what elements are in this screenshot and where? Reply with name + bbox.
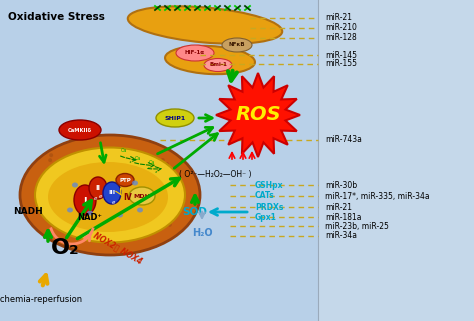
Ellipse shape <box>116 173 134 187</box>
Text: e: e <box>93 196 97 202</box>
Text: NADH: NADH <box>13 207 43 216</box>
Text: PTP: PTP <box>119 178 131 183</box>
Text: II: II <box>95 185 100 191</box>
Text: GSHpx: GSHpx <box>255 180 283 189</box>
Ellipse shape <box>53 163 57 167</box>
Ellipse shape <box>176 180 180 184</box>
Text: miR-155: miR-155 <box>325 59 357 68</box>
Text: H₂O: H₂O <box>191 228 212 238</box>
Ellipse shape <box>176 45 214 61</box>
Text: miR-21: miR-21 <box>325 203 352 212</box>
Ellipse shape <box>165 162 169 166</box>
Text: Ischemia-reperfusion: Ischemia-reperfusion <box>0 296 82 305</box>
Text: III: III <box>109 190 116 195</box>
Ellipse shape <box>48 162 168 232</box>
Bar <box>318 0 474 321</box>
Text: SHIP1: SHIP1 <box>164 116 186 120</box>
Text: SOD: SOD <box>182 207 208 217</box>
Text: miR-30b: miR-30b <box>325 180 357 189</box>
Text: e: e <box>98 194 102 198</box>
Ellipse shape <box>137 207 143 213</box>
Text: Ca: Ca <box>149 160 155 164</box>
Text: miR-210: miR-210 <box>325 23 357 32</box>
Text: PRDXs: PRDXs <box>255 203 283 212</box>
Ellipse shape <box>165 46 255 74</box>
Ellipse shape <box>204 58 232 72</box>
Text: Ca: Ca <box>135 155 141 160</box>
Text: IV: IV <box>124 194 132 203</box>
Text: O₂: O₂ <box>51 238 79 258</box>
Ellipse shape <box>49 215 53 219</box>
Ellipse shape <box>168 223 172 227</box>
Text: NAD⁺: NAD⁺ <box>78 213 102 222</box>
Text: e: e <box>111 199 115 204</box>
Ellipse shape <box>48 158 52 162</box>
Text: Oxidative Stress: Oxidative Stress <box>8 12 105 22</box>
Ellipse shape <box>132 180 138 186</box>
Text: miR-23b, miR-25: miR-23b, miR-25 <box>325 221 389 230</box>
Ellipse shape <box>45 176 49 180</box>
Text: Gpx1: Gpx1 <box>255 213 277 222</box>
Text: MDH: MDH <box>134 194 150 198</box>
Ellipse shape <box>72 183 78 187</box>
Ellipse shape <box>35 148 185 242</box>
Ellipse shape <box>103 182 121 204</box>
Ellipse shape <box>129 187 155 205</box>
Text: miR-181a: miR-181a <box>325 213 362 221</box>
Ellipse shape <box>59 120 101 140</box>
Ellipse shape <box>156 109 194 127</box>
Text: Bmi-1: Bmi-1 <box>209 63 227 67</box>
Ellipse shape <box>39 188 43 192</box>
Text: miR-34a: miR-34a <box>325 231 357 240</box>
Text: CaMKIIδ: CaMKIIδ <box>68 127 92 133</box>
Ellipse shape <box>222 38 252 52</box>
Text: NFκB: NFκB <box>228 42 246 48</box>
Text: miR-743a: miR-743a <box>325 135 362 144</box>
Ellipse shape <box>74 185 96 215</box>
Text: miR-21: miR-21 <box>325 13 352 22</box>
Text: ( O²⁻—H₂O₂—OH⁻ ): ( O²⁻—H₂O₂—OH⁻ ) <box>179 170 251 179</box>
Ellipse shape <box>47 174 51 178</box>
Text: CATs: CATs <box>255 192 275 201</box>
Text: Ca: Ca <box>121 148 127 152</box>
Text: miR-128: miR-128 <box>325 33 357 42</box>
Text: ROS: ROS <box>235 106 281 125</box>
Polygon shape <box>216 73 300 157</box>
Text: miR-17*, miR-335, miR-34a: miR-17*, miR-335, miR-34a <box>325 192 429 201</box>
Text: I: I <box>83 197 87 207</box>
Ellipse shape <box>20 135 200 255</box>
Ellipse shape <box>67 207 73 213</box>
Ellipse shape <box>117 213 123 218</box>
Ellipse shape <box>128 6 282 44</box>
Ellipse shape <box>161 158 165 162</box>
Text: NOX2， NOX4: NOX2， NOX4 <box>92 230 144 265</box>
Ellipse shape <box>49 153 53 157</box>
Ellipse shape <box>87 211 93 215</box>
Text: HIF-1α: HIF-1α <box>185 50 205 56</box>
Text: miR-145: miR-145 <box>325 50 357 59</box>
Ellipse shape <box>89 177 107 199</box>
